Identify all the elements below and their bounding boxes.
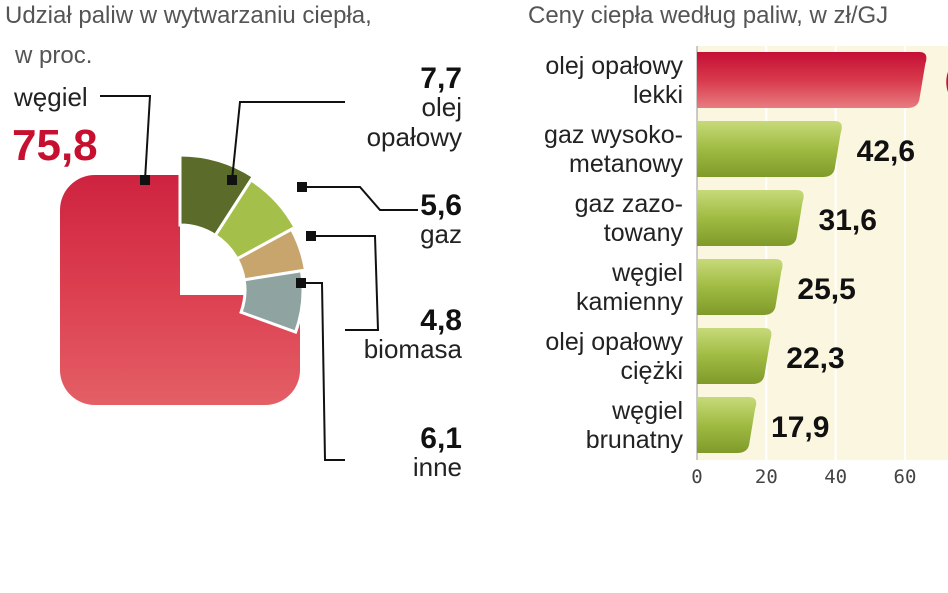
bar-category-label-1-line2: lekki (633, 81, 683, 109)
pie-label-wegiel: węgiel (13, 82, 88, 112)
bar-category-label-6-line2: brunatny (586, 426, 684, 454)
bar-category-label-4-line1: węgiel (611, 259, 683, 287)
bar-value-label-5: 22,3 (786, 342, 844, 375)
pie-label-olej-line2: opałowy (367, 122, 462, 152)
pie-slice-gaz (213, 177, 298, 261)
bar-category-label-6-line1: węgiel (611, 397, 683, 425)
pie-label-olej-line1: olej (422, 92, 462, 122)
bar-4 (697, 259, 783, 315)
bar-category-label-2-line1: gaz wysoko- (544, 121, 683, 149)
leader-line-4 (311, 235, 380, 331)
bar-2 (697, 121, 842, 177)
leader-line-5 (301, 282, 345, 461)
leader-line-2 (231, 101, 345, 181)
pie-value-inne: 6,1 (420, 422, 462, 455)
bar-category-label-4-line2: kamienny (576, 288, 683, 316)
bar-1 (697, 52, 927, 108)
pie-label-inne: inne (413, 452, 462, 482)
bar-xtick-label-40: 40 (824, 466, 847, 488)
left-chart-title-line2: w proc. (15, 42, 93, 69)
left-chart-title-line1: Udział paliw w wytwarzaniu ciepła, (5, 2, 372, 29)
leader-marker-5 (296, 278, 306, 288)
bar-plot-background (697, 46, 948, 460)
leader-marker-3 (297, 182, 307, 192)
bar-category-label-5-line1: olej opałowy (545, 328, 683, 356)
bar-value-label-3: 31,6 (819, 204, 877, 237)
pie-value-wegiel: 75,8 (12, 121, 98, 170)
pie-slice-biomasa (235, 227, 308, 282)
pie-label-gaz: gaz (420, 219, 462, 249)
bar-value-label-4: 25,5 (797, 273, 855, 306)
leader-marker-1 (140, 175, 150, 185)
pie-value-gaz: 5,6 (420, 189, 462, 222)
bar-category-label-3-line2: towany (604, 219, 684, 247)
bar-category-label-5-line2: ciężki (620, 357, 683, 385)
pie-slice-węgiel (60, 175, 300, 405)
right-chart-title: Ceny ciepła według paliw, w zł/GJ (528, 2, 889, 29)
bar-6 (697, 397, 757, 453)
pie-value-biomasa: 4,8 (420, 304, 462, 337)
bar-5 (697, 328, 772, 384)
pie-label-biomasa: biomasa (364, 334, 463, 364)
leader-line-3 (302, 186, 418, 211)
bar-category-label-3-line1: gaz zazo- (575, 190, 683, 218)
bar-xtick-label-20: 20 (755, 466, 778, 488)
bar-category-label-2-line2: metanowy (569, 150, 683, 178)
pie-value-olej: 7,7 (420, 62, 462, 95)
leader-marker-2 (227, 175, 237, 185)
leader-marker-4 (306, 231, 316, 241)
bar-3 (697, 190, 804, 246)
bar-value-label-2: 42,6 (857, 135, 915, 168)
bar-xtick-label-60: 60 (894, 466, 917, 488)
bar-value-label-6: 17,9 (771, 411, 829, 444)
leader-line-1 (100, 95, 152, 181)
bar-category-label-1-line1: olej opałowy (545, 52, 683, 80)
bar-xtick-label-0: 0 (691, 466, 702, 488)
